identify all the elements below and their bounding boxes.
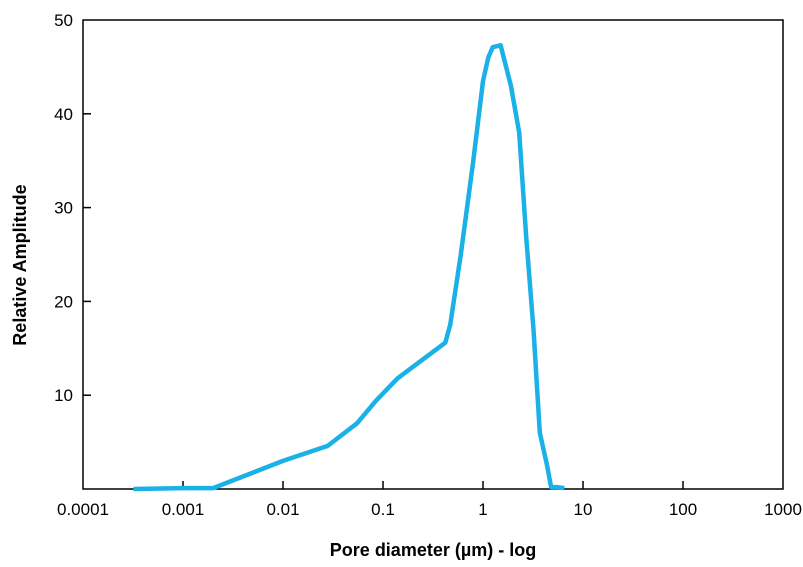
x-tick-label: 0.1 (371, 500, 395, 519)
y-tick-label: 40 (54, 105, 73, 124)
x-axis-title: Pore diameter (µm) - log (330, 540, 536, 560)
x-axis-ticks: 0.0001 0.001 0.01 0.1 1 10 100 1000 (57, 481, 802, 519)
y-tick-label: 50 (54, 11, 73, 30)
y-axis-title: Relative Amplitude (10, 184, 30, 345)
series-layer (133, 43, 565, 492)
x-tick-label: 0.0001 (57, 500, 109, 519)
series-line (133, 43, 565, 492)
y-tick-label: 10 (54, 386, 73, 405)
y-tick-label: 30 (54, 199, 73, 218)
x-tick-label: 1000 (764, 500, 802, 519)
x-tick-label: 1 (478, 500, 487, 519)
y-tick-label: 20 (54, 292, 73, 311)
x-tick-label: 0.01 (266, 500, 299, 519)
x-tick-label: 10 (574, 500, 593, 519)
plot-area (82, 19, 784, 490)
x-tick-label: 100 (669, 500, 697, 519)
x-tick-label: 0.001 (162, 500, 205, 519)
y-axis-ticks: 10 20 30 40 50 (54, 11, 91, 405)
